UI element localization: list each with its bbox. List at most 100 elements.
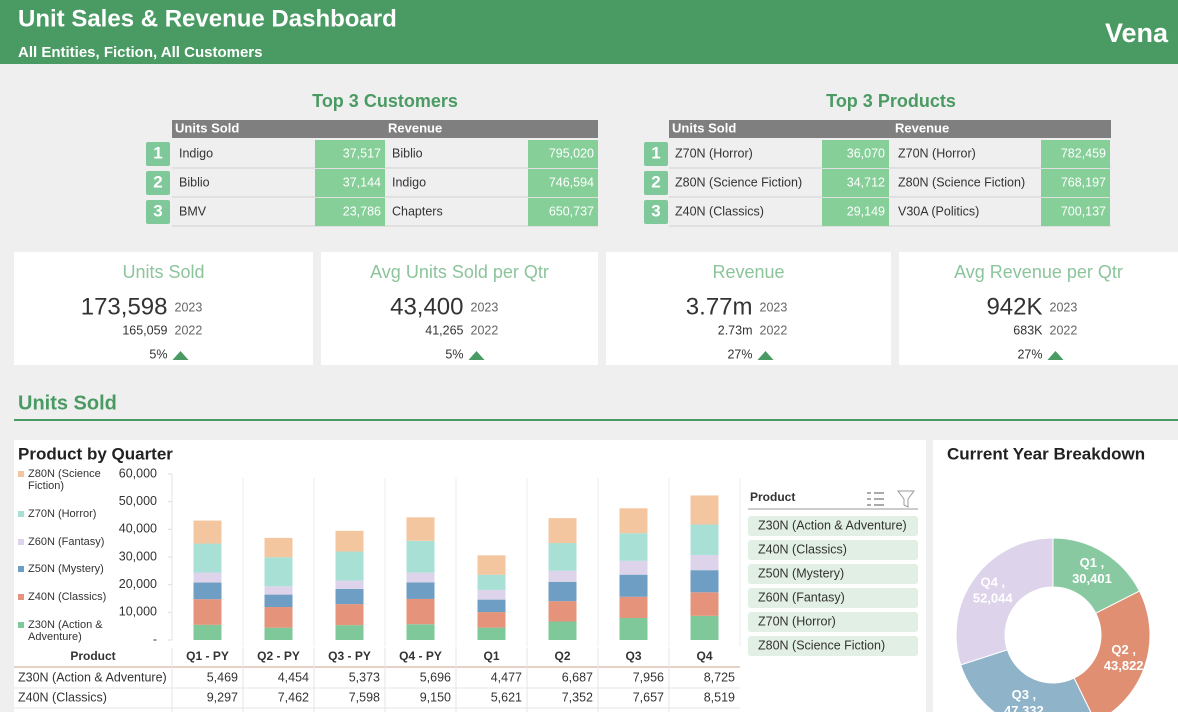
column-header: Revenue <box>895 120 949 135</box>
legend-box: Z80N (Science Fiction) Z70N (Horror) Z60N … <box>18 468 113 643</box>
slice-category: Q4 , <box>980 575 1005 590</box>
kpi-previous-year: 2022 <box>175 323 203 337</box>
column-header: Q4 - PY <box>399 649 442 663</box>
bar-segment <box>265 607 293 628</box>
column-header: Units Sold <box>672 120 736 135</box>
slice-value: 52,044 <box>973 591 1014 606</box>
row-revenue: 782,459 <box>1061 146 1106 160</box>
header-subtitle: All Entities, Fiction, All Customers <box>18 44 262 61</box>
column-header: Q1 - PY <box>186 649 229 663</box>
section-rule <box>14 419 1178 421</box>
bar-segment <box>336 581 364 589</box>
legend-item: Z80N (Science Fiction) <box>18 468 113 492</box>
section-title: Units Sold <box>18 392 117 414</box>
legend-label: Z80N (Science Fiction) <box>28 468 113 492</box>
kpi-value: 173,598 <box>81 293 168 320</box>
bar-segment <box>194 573 222 583</box>
kpi-previous: 2.73m <box>718 323 753 337</box>
row-name: Z80N (Science Fiction) <box>898 175 1025 189</box>
cell: 4,477 <box>491 670 522 684</box>
slicer-title: Product <box>750 490 795 504</box>
kpi-previous: 165,059 <box>122 323 167 337</box>
bar-segment <box>620 597 648 618</box>
bar-segment <box>620 508 648 533</box>
row-name: V30A (Politics) <box>898 204 979 218</box>
bar-segment <box>336 552 364 581</box>
row-name: BMV <box>179 204 207 218</box>
kpi-value: 942K <box>986 293 1042 320</box>
slicer-label: Z50N (Mystery) <box>758 566 844 580</box>
row-name: Z40N (Classics) <box>675 204 764 218</box>
legend-item: Z50N (Mystery) <box>18 563 113 575</box>
slicer-label: Z80N (Science Fiction) <box>758 638 885 652</box>
bar-segment <box>265 628 293 640</box>
legend-swatch <box>18 566 24 572</box>
bar-segment <box>620 533 648 561</box>
row-name: Biblio <box>179 175 210 189</box>
column-header: Q1 <box>483 649 499 663</box>
bar-segment <box>336 531 364 552</box>
legend: Z80N (Science Fiction) Z70N (Horror) Z60N … <box>18 468 113 643</box>
kpi-change: 5% <box>445 347 463 361</box>
legend-label: Z50N (Mystery) <box>28 563 104 575</box>
kpi-title: Units Sold <box>122 262 204 282</box>
rank: 1 <box>153 143 162 162</box>
bar-segment <box>407 582 435 599</box>
bar-segment <box>336 604 364 625</box>
slicer-label: Z30N (Action & Adventure) <box>758 518 907 532</box>
kpi-year: 2023 <box>1050 300 1078 314</box>
legend-label: Z60N (Fantasy) <box>28 536 104 548</box>
y-tick-label: 50,000 <box>119 494 157 508</box>
kpi-previous-year: 2022 <box>760 323 788 337</box>
bar-segment <box>194 583 222 600</box>
cell: 5,621 <box>491 690 522 704</box>
bar-segment <box>407 573 435 583</box>
rank: 2 <box>651 172 660 191</box>
legend-item: Z40N (Classics) <box>18 591 113 603</box>
row-name: Z80N (Science Fiction) <box>675 175 802 189</box>
legend-label: Z70N (Horror) <box>28 508 96 520</box>
bar-segment <box>407 541 435 573</box>
bar-segment <box>478 590 506 600</box>
bar-segment <box>691 495 719 524</box>
rank: 2 <box>153 172 162 191</box>
bar-segment <box>478 600 506 612</box>
kpi-previous: 683K <box>1013 323 1043 337</box>
y-tick-label: 20,000 <box>119 577 157 591</box>
table-title: Top 3 Customers <box>312 91 458 111</box>
cell: 6,687 <box>562 670 593 684</box>
bar-segment <box>407 624 435 640</box>
rank: 3 <box>651 201 660 220</box>
bar-segment <box>194 599 222 625</box>
bar-segment <box>549 571 577 582</box>
bar-segment <box>549 621 577 640</box>
legend-swatch <box>18 594 24 600</box>
bar-segment <box>336 625 364 640</box>
chart-title: Product by Quarter <box>18 444 173 463</box>
bar-segment <box>478 555 506 574</box>
kpi-year: 2023 <box>760 300 788 314</box>
slicer-label: Z70N (Horror) <box>758 614 836 628</box>
row-units: 36,070 <box>847 146 885 160</box>
slice-value: 47,332 <box>1004 703 1044 712</box>
bar-segment <box>620 561 648 575</box>
bar-segment <box>620 618 648 640</box>
bar-segment <box>478 612 506 628</box>
slice-category: Q1 , <box>1080 555 1105 570</box>
bar-segment <box>549 601 577 621</box>
logo: Vena <box>1105 18 1169 48</box>
kpi-title: Avg Units Sold per Qtr <box>370 262 549 282</box>
kpi-change: 27% <box>1017 347 1042 361</box>
y-tick-label: 60,000 <box>119 466 157 480</box>
column-header: Units Sold <box>175 120 239 135</box>
bar-segment <box>336 589 364 604</box>
row-name: Z70N (Horror) <box>675 146 753 160</box>
legend-swatch <box>18 539 24 545</box>
legend-swatch <box>18 471 24 477</box>
cell: 7,462 <box>278 690 309 704</box>
cell: 7,956 <box>633 670 664 684</box>
row-name: Z70N (Horror) <box>898 146 976 160</box>
bar-segment <box>691 616 719 640</box>
